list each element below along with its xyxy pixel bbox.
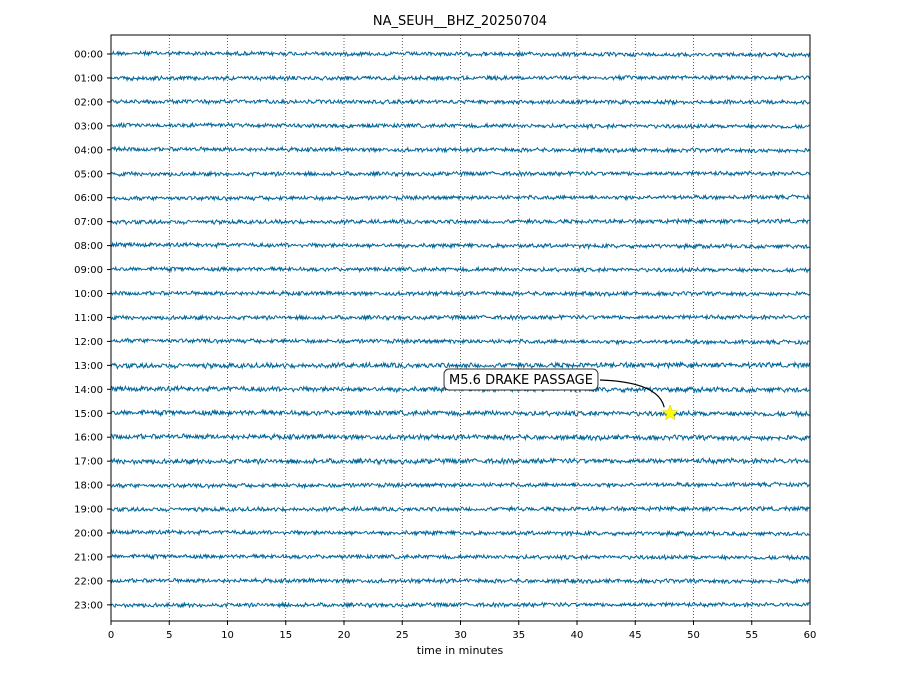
seismic-trace-row (110, 480, 810, 490)
annotation-box (443, 368, 599, 391)
x-tick-label: 30 (454, 630, 467, 641)
y-tick-label: 13:00 (74, 361, 103, 372)
x-tick-label: 5 (166, 630, 172, 641)
y-tick-label: 17:00 (74, 457, 103, 468)
seismic-trace-row (110, 193, 810, 203)
x-tick-label: 55 (745, 630, 758, 641)
y-tick-label: 23:00 (74, 600, 103, 611)
seismic-trace-row (110, 504, 810, 514)
y-tick-label: 00:00 (74, 50, 103, 61)
y-tick-label: 07:00 (74, 217, 103, 228)
seismic-trace-row (110, 98, 810, 106)
seismic-trace-row (110, 337, 810, 346)
y-tick-label: 05:00 (74, 169, 103, 180)
y-tick-label: 20:00 (74, 529, 103, 540)
y-tick-label: 18:00 (74, 481, 103, 492)
seismic-trace-row (110, 145, 810, 154)
seismic-trace-row (110, 432, 810, 442)
x-tick-label: 0 (108, 630, 114, 641)
annotation-arrow (599, 379, 665, 408)
seismic-trace-row (110, 49, 810, 59)
seismic-traces (110, 49, 810, 609)
seismic-trace-row (110, 121, 810, 131)
seismic-trace-row (110, 528, 810, 538)
y-tick-label: 10:00 (74, 289, 103, 300)
y-tick-label: 21:00 (74, 552, 103, 563)
y-tick-label: 16:00 (74, 433, 103, 444)
seismic-trace-row (110, 360, 810, 371)
y-tick-label: 01:00 (74, 73, 103, 84)
seismic-trace-row (110, 289, 810, 298)
seismic-trace-row (110, 576, 810, 585)
y-tick-label: 06:00 (74, 193, 103, 204)
x-tick-label: 35 (512, 630, 525, 641)
y-tick-label: 22:00 (74, 576, 103, 587)
chart-title: NA_SEUH__BHZ_20250704 (373, 14, 547, 29)
seismic-trace-row (110, 169, 810, 178)
seismic-trace-row (110, 265, 810, 274)
x-tick-label: 40 (571, 630, 584, 641)
x-tick-label: 45 (629, 630, 642, 641)
x-axis-label: time in minutes (417, 644, 504, 657)
event-label: M5.6 DRAKE PASSAGE (449, 373, 593, 388)
y-tick-label: 19:00 (74, 505, 103, 516)
y-tick-label: 08:00 (74, 241, 103, 252)
seismic-trace-row (110, 217, 810, 226)
x-tick-label: 25 (396, 630, 409, 641)
seismic-trace-row (110, 73, 810, 83)
seismic-trace-row (110, 552, 810, 562)
x-tick-label: 60 (804, 630, 817, 641)
y-tick-label: 11:00 (74, 313, 103, 324)
y-tick-label: 03:00 (74, 121, 103, 132)
event-star-marker (661, 404, 679, 421)
y-tick-label: 04:00 (74, 145, 103, 156)
y-axis-ticks: 00:00 01:00 02:00 03:00 04:00 05:00 06:00 07:00… (74, 50, 111, 611)
event-annotation: M5.6 DRAKE PASSAGE (443, 368, 679, 421)
x-tick-label: 20 (338, 630, 351, 641)
seismic-trace-row (110, 313, 810, 322)
x-axis-ticks: 0 5 10 15 20 25 30 35 40 45 50 55 60 (108, 621, 817, 641)
y-tick-label: 02:00 (74, 97, 103, 108)
seismic-trace-row (110, 408, 810, 419)
seismic-trace-row (110, 456, 810, 466)
y-tick-label: 09:00 (74, 265, 103, 276)
seismic-trace-row (110, 241, 810, 251)
y-tick-label: 12:00 (74, 337, 103, 348)
x-tick-label: 50 (687, 630, 700, 641)
seismic-trace-row (110, 600, 810, 609)
x-tick-label: 15 (279, 630, 292, 641)
y-tick-label: 15:00 (74, 409, 103, 420)
x-tick-label: 10 (221, 630, 234, 641)
y-tick-label: 14:00 (74, 385, 103, 396)
